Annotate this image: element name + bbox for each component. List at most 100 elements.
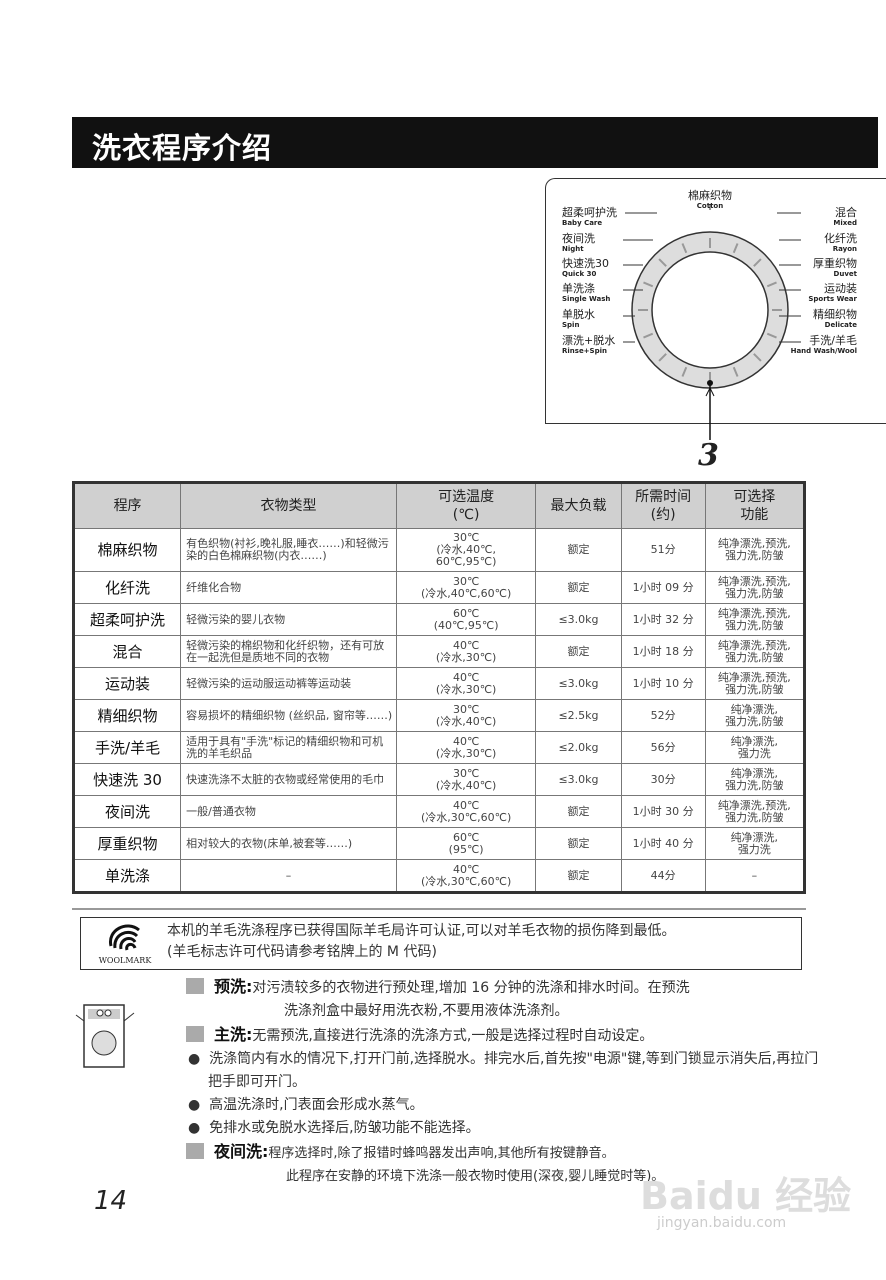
label-cn: 夜间洗 [562,232,595,245]
label-cn: 化纤洗 [824,232,857,245]
table-row: 手洗/羊毛 适用于具有"手洗"标记的精细织物和可机洗的羊毛织品 40℃ (冷水,30… [72,731,806,764]
duration: 56分 [620,731,706,764]
woolmark-icon [109,924,140,951]
dial-tick [681,366,688,377]
note-sep: : [262,1142,269,1161]
max-load: ≤3.0kg [535,603,622,636]
duration: 1小时 09 分 [620,571,706,604]
label-en: Rayon [832,245,857,253]
label-en: Mixed [833,219,857,227]
label-en: Delicate [824,321,857,329]
label-en: Rinse+Spin [562,347,607,355]
label-cn: 手洗/羊毛 [809,334,857,347]
column-header: 可选择 功能 [704,482,806,529]
temperature: 40℃ (冷水,30℃,60℃) [395,795,537,828]
program-name: 超柔呵护洗 [72,603,182,636]
dial-label-right: 厚重织物 Duvet [813,258,857,279]
label-cn: 超柔呵护洗 [562,206,617,219]
dial-tick [732,366,739,377]
temperature: 30℃ (冷水,40℃) [395,763,537,796]
label-cn: 单脱水 [562,308,595,321]
label-en: Single Wash [562,295,611,303]
options: 纯净漂洗,预洗, 强力洗,防皱 [704,528,806,572]
label-en: Cotton [696,202,724,210]
fabric-type: 快速洗涤不太脏的衣物或经常使用的毛巾 [180,763,397,796]
fabric-type: 相对较大的衣物(床单,被套等……) [180,827,397,860]
duration: 1小时 32 分 [620,603,706,636]
control-panel [545,178,886,424]
duration: 1小时 10 分 [620,667,706,700]
divider [72,908,806,910]
max-load: ≤3.0kg [535,667,622,700]
callout-arrow [705,386,715,397]
max-load: ≤2.5kg [535,699,622,732]
duration: 1小时 40 分 [620,827,706,860]
program-dial-graphic [623,204,801,440]
table-row: 棉麻织物 有色织物(衬衫,晚礼服,睡衣……)和轻微污染的白色棉麻织物(内衣……) 3… [72,528,806,572]
table-row: 超柔呵护洗 轻微污染的婴儿衣物 60℃ (40℃,95℃) ≤3.0kg 1小时 32 … [72,603,806,636]
label-en: Spin [562,321,580,329]
temperature: 40℃ (冷水,30℃) [395,667,537,700]
label-cn: 单洗涤 [562,282,595,295]
dial-tick [643,332,654,339]
program-name: 手洗/羊毛 [72,731,182,764]
max-load: 额定 [535,528,622,572]
dial-label-left: 单脱水 Spin [562,308,595,330]
table-row: 快速洗 30 快速洗涤不太脏的衣物或经常使用的毛巾 30℃ (冷水,40℃) ≤3.0… [72,763,806,796]
label-en: Night [562,245,584,253]
note-night: 夜间洗:程序选择时,除了报错时蜂鸣器发出声响,其他所有按键静音。 [180,1140,820,1165]
dial-label-right: 运动装 Sports Wear [808,283,857,304]
dial-tick [766,332,777,339]
program-name: 厚重织物 [72,827,182,860]
label-en: Duvet [833,270,857,278]
dial-label-left: 单洗涤 Single Wash [562,282,611,304]
dial-label-right: 手洗/羊毛 Hand Wash/Wool [791,334,857,356]
note-text: 洗涤剂盒中最好用洗衣粉,不要用液体洗涤剂。 [284,1003,569,1019]
options: 纯净漂洗, 强力洗 [704,731,806,764]
program-name: 运动装 [72,667,182,700]
duration: 1小时 18 分 [620,635,706,668]
woolmark-text-1: 本机的羊毛洗涤程序已获得国际羊毛局许可认证,可以对羊毛衣物的损伤降到最低。 [167,923,676,939]
temperature: 60℃ (40℃,95℃) [395,603,537,636]
table-row: 厚重织物 相对较大的衣物(床单,被套等……) 60℃ (95℃) 额定 1小时 40 分… [72,827,806,860]
fabric-type: 一般/普通衣物 [180,795,397,828]
temperature: 40℃ (冷水,30℃,60℃) [395,859,537,893]
square-bullet-icon [186,1143,204,1159]
table-row: 精细织物 容易损坏的精细织物 (丝织品, 窗帘等……) 30℃ (冷水,40℃) ≤2… [72,699,806,732]
label-cn: 精细织物 [813,308,857,321]
note-text: 对污渍较多的衣物进行预处理,增加 16 分钟的洗涤和排水时间。在预洗 [252,980,690,996]
dial-tick [681,243,688,254]
temperature: 30℃ (冷水,40℃,60℃) [395,571,537,604]
woolmark-logo-text: WOOLMARK [98,956,152,965]
dial-label-right: 化纤洗 Rayon [824,232,857,254]
watermark-brand: Baidu 经验 [640,1174,852,1218]
dial-label-left: 漂洗+脱水 Rinse+Spin [562,335,615,356]
column-header: 衣物类型 [180,482,397,529]
label-en: Quick 30 [562,270,597,278]
max-load: 额定 [535,635,622,668]
max-load: 额定 [535,571,622,604]
dial-label-left: 超柔呵护洗 Baby Care [562,206,617,228]
column-header: 可选温度 (℃) [395,482,537,529]
table-row: 混合 轻微污染的棉织物和化纤织物，还有可放在一起洗但是质地不同的衣物 40℃ (冷水… [72,635,806,668]
duration: 1小时 30 分 [620,795,706,828]
label-cn: 混合 [835,206,857,219]
program-name: 精细织物 [72,699,182,732]
temperature: 60℃ (95℃) [395,827,537,860]
fabric-type: 适用于具有"手洗"标记的精细织物和可机洗的羊毛织品 [180,731,397,764]
program-name: 混合 [72,635,182,668]
callout-number: 3 [698,438,719,473]
column-header: 程序 [72,482,182,529]
woolmark-text-2: (羊毛标志许可代码请参考铭牌上的 M 代码) [167,944,437,960]
note-heading: 主洗 [214,1025,247,1044]
fabric-type: 容易损坏的精细织物 (丝织品, 窗帘等……) [180,699,397,732]
duration: 51分 [620,528,706,572]
options: 纯净漂洗, 强力洗,防皱 [704,763,806,796]
dial-inner-edge [651,251,769,369]
options: 纯净漂洗,预洗, 强力洗,防皱 [704,603,806,636]
options: 纯净漂洗,预洗, 强力洗,防皱 [704,667,806,700]
note-prewash: 预洗:对污渍较多的衣物进行预处理,增加 16 分钟的洗涤和排水时间。在预洗 [180,975,820,1000]
options: 纯净漂洗, 强力洗 [704,827,806,860]
table-row: 夜间洗 一般/普通衣物 40℃ (冷水,30℃,60℃) 额定 1小时 30 分纯净漂洗… [72,795,806,828]
